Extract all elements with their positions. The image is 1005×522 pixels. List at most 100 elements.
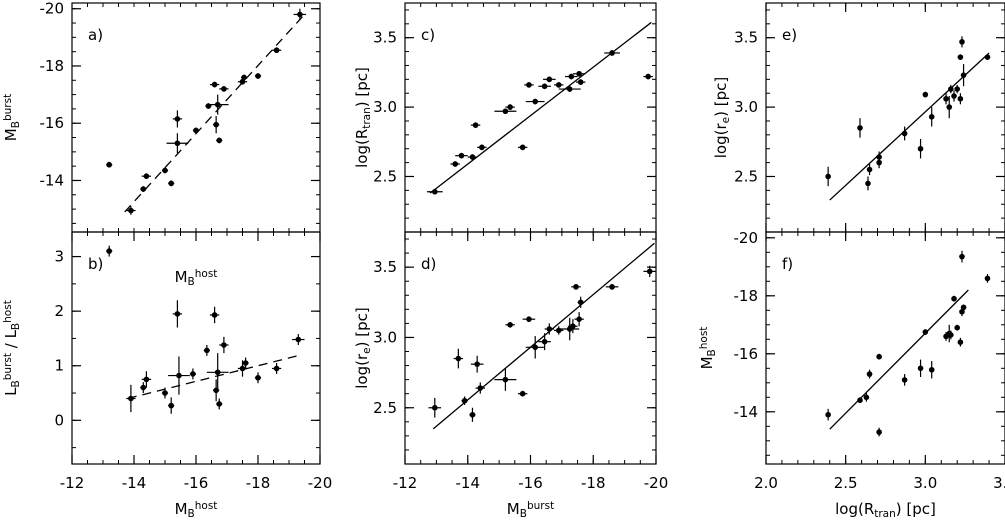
panel-a-data-point: [168, 180, 175, 187]
panel-f-ytick-label: -14: [734, 403, 759, 421]
panel-f-data-point: [948, 330, 954, 340]
panel-d-ytick-label: 2.5: [373, 399, 397, 417]
panel-f-data-point: [917, 359, 924, 377]
panel-b-data-point: [168, 356, 190, 395]
panel-b-ytick-label: 2: [54, 302, 64, 320]
panel-e-data-point: [960, 64, 967, 87]
panel-e-data-point: [948, 84, 954, 94]
panel-f-data-point: [959, 250, 965, 263]
panel-e-data-point: [865, 176, 871, 191]
panel-d-ytick-label: 3.0: [373, 328, 397, 346]
panel-b-minor-ticks: [71, 232, 321, 464]
panel-f-data-point: [901, 374, 908, 386]
panel-a-data-point: [240, 74, 248, 81]
panel-f-label: f): [782, 255, 793, 273]
panel-b-xtick-label: -18: [246, 474, 271, 492]
panel-f-xtick-label: 3.5: [993, 474, 1005, 492]
panel-c-ytick-label: 3.5: [373, 29, 397, 47]
panel-e-data-point: [959, 36, 965, 48]
panel-c-data-point: [426, 188, 443, 195]
panel-b-data-point: [206, 353, 229, 392]
panel-a-data-point: [172, 110, 183, 128]
panel-a-frame: [71, 2, 321, 233]
panel-f-xtick-label: 3.0: [913, 474, 937, 492]
panel-d-ytick-label: 3.5: [373, 258, 397, 276]
panel-c-data-point: [604, 50, 620, 56]
panel-e-data-point: [857, 118, 863, 138]
panel-c-data-point: [643, 73, 653, 80]
panel-f-data-point: [951, 295, 957, 302]
panel-c-fit-line: [429, 21, 652, 194]
panel-d-data-point: [525, 336, 545, 359]
panel-b-data-point: [271, 363, 282, 374]
panel-b-data-point: [106, 245, 113, 257]
panel-e-data-point: [901, 126, 908, 141]
panel-a-data-point: [166, 133, 189, 154]
panel-c-data-point: [543, 76, 556, 83]
panel-b-ytick-label: 1: [54, 357, 64, 375]
panel-b-data-point: [216, 398, 223, 410]
panel-f-data-point: [857, 397, 863, 404]
panel-c-data-point: [470, 122, 481, 128]
panel-c-frame: [404, 2, 657, 233]
panel-c-data-point: [565, 73, 578, 80]
panel-d-xtick-label: -12: [393, 474, 418, 492]
panel-d-data-point: [643, 265, 656, 277]
panel-a-data-point: [206, 94, 229, 115]
panel-a-label: a): [88, 26, 103, 44]
panel-c-ytick-label: 3.0: [373, 98, 397, 116]
panel-d-xlabel: MBburst: [507, 500, 554, 520]
panel-b-data-point: [140, 382, 147, 394]
panel-a-data-point: [192, 127, 200, 134]
panel-f-xlabel: log(Rtran) [pc]: [835, 500, 936, 520]
panel-b-data-point: [172, 300, 183, 328]
panel-d-data-point: [470, 355, 484, 373]
panel-e-data-point: [922, 91, 929, 98]
panel-f-xtick-label: 2.0: [754, 474, 778, 492]
panel-b-xtick-label: -14: [122, 474, 147, 492]
panel-d-data-point: [568, 319, 578, 334]
panel-d: 2.5 3.0 3.5 -12 -14 -16 -18 -20 d) log(re) [pc] MB…: [353, 231, 669, 520]
panel-d-data-point: [571, 284, 581, 290]
panel-d-xtick-label: -18: [581, 474, 606, 492]
panel-f-data-point: [825, 408, 831, 421]
panel-b-data-point: [141, 371, 152, 388]
panel-e-data-point: [866, 163, 873, 176]
panel-f-data-point: [863, 392, 870, 402]
panel-f-ytick-label: -18: [734, 287, 759, 305]
panel-c-label: c): [421, 26, 435, 44]
panel-c-data-point: [450, 161, 460, 167]
panel-e-data-point: [957, 93, 964, 105]
panel-b-xtick-label: -20: [308, 474, 333, 492]
panel-a-data-point: [161, 167, 169, 174]
panel-b-ytick-label: 0: [54, 411, 64, 429]
panel-c-ylabel: log(Rtran) [pc]: [353, 67, 373, 168]
panel-a-data-point: [141, 173, 152, 180]
panel-b-data-point: [189, 368, 196, 380]
panel-e-data-point: [946, 95, 953, 119]
panel-c-data-point: [538, 83, 551, 90]
panel-c-data-point: [554, 82, 564, 88]
panel-a-ylabel: MBburst: [2, 94, 22, 141]
panel-d-xtick-label: -20: [644, 474, 669, 492]
panel-a: -14 -16 -18 -20 a) MBburst MBhost: [2, 0, 321, 288]
panel-d-data-point: [522, 316, 536, 322]
panel-b-xlabel: MBhost: [175, 500, 218, 520]
panel-b-data-point: [168, 397, 175, 414]
panel-b-data-point: [292, 334, 305, 345]
panel-d-data-point: [505, 321, 515, 328]
panel-c-data-point: [477, 144, 487, 151]
panel-f-ylabel: MBhost: [698, 327, 718, 370]
panel-a-data-point: [213, 116, 220, 134]
panel-f-ytick-label: -16: [734, 345, 759, 363]
panel-b: 0 1 2 3 -12 -14 -16 -18 -20 b) LBburst / LBhost MBh…: [2, 231, 333, 520]
panel-c-data-point: [575, 79, 586, 85]
panel-b-data-point: [242, 357, 249, 369]
panel-a-data-point: [293, 8, 307, 21]
panel-b-data-point: [213, 379, 220, 402]
panel-e-data-point: [951, 90, 957, 102]
panel-c-data-point: [558, 86, 581, 92]
panel-f-data-point: [960, 304, 967, 311]
panel-f-data-point: [876, 427, 882, 437]
